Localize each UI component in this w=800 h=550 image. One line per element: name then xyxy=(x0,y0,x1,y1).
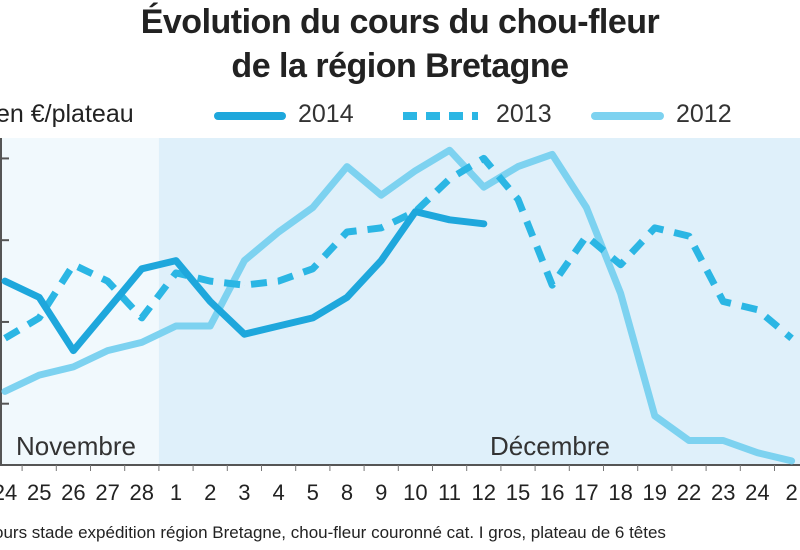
month-band-décembre xyxy=(158,138,800,465)
month-band-novembre xyxy=(0,138,159,465)
x-tick-label: 10 xyxy=(403,480,427,505)
chart-title: Évolution du cours du chou-fleur de la r… xyxy=(0,0,800,88)
legend-label-2012: 2012 xyxy=(676,100,732,128)
month-label-novembre: Novembre xyxy=(16,431,136,461)
x-tick-label: 27 xyxy=(95,480,119,505)
x-tick-label: 5 xyxy=(307,480,319,505)
chart-title-line2: de la région Bretagne xyxy=(231,47,569,85)
month-label-décembre: Décembre xyxy=(490,431,610,461)
x-tick-label: 22 xyxy=(677,480,701,505)
x-tick-label: 18 xyxy=(608,480,632,505)
x-tick-label: 24 xyxy=(0,480,17,505)
x-tick-label: 8 xyxy=(341,480,353,505)
x-tick-label: 9 xyxy=(375,480,387,505)
series-line-2013 xyxy=(3,154,794,342)
x-tick-label: 11 xyxy=(438,480,461,505)
x-tick-label: 4 xyxy=(272,480,284,505)
legend-label-2014: 2014 xyxy=(298,100,354,128)
x-tick-label: 2 xyxy=(785,480,797,505)
x-tick-label: 1 xyxy=(170,480,182,505)
series-line-2012 xyxy=(1,146,796,465)
x-tick-label: 12 xyxy=(472,480,496,505)
source-note: ours stade expédition région Bretagne, c… xyxy=(0,523,666,542)
x-tick-label: 16 xyxy=(540,480,564,505)
x-tick-label: 26 xyxy=(61,480,85,505)
x-tick-label: 23 xyxy=(711,480,735,505)
x-tick-label: 28 xyxy=(130,480,154,505)
y-axis-unit-label: en €/plateau xyxy=(0,100,134,128)
x-tick-label: 3 xyxy=(238,480,250,505)
x-tick-label: 2 xyxy=(204,480,216,505)
x-tick-label: 25 xyxy=(27,480,51,505)
chart-title-line1: Évolution du cours du chou-fleur xyxy=(140,3,660,41)
x-tick-label: 17 xyxy=(574,480,598,505)
legend-label-2013: 2013 xyxy=(496,100,552,128)
x-tick-label: 19 xyxy=(643,480,667,505)
x-tick-label: 15 xyxy=(506,480,530,505)
x-tick-label: 24 xyxy=(745,480,769,505)
